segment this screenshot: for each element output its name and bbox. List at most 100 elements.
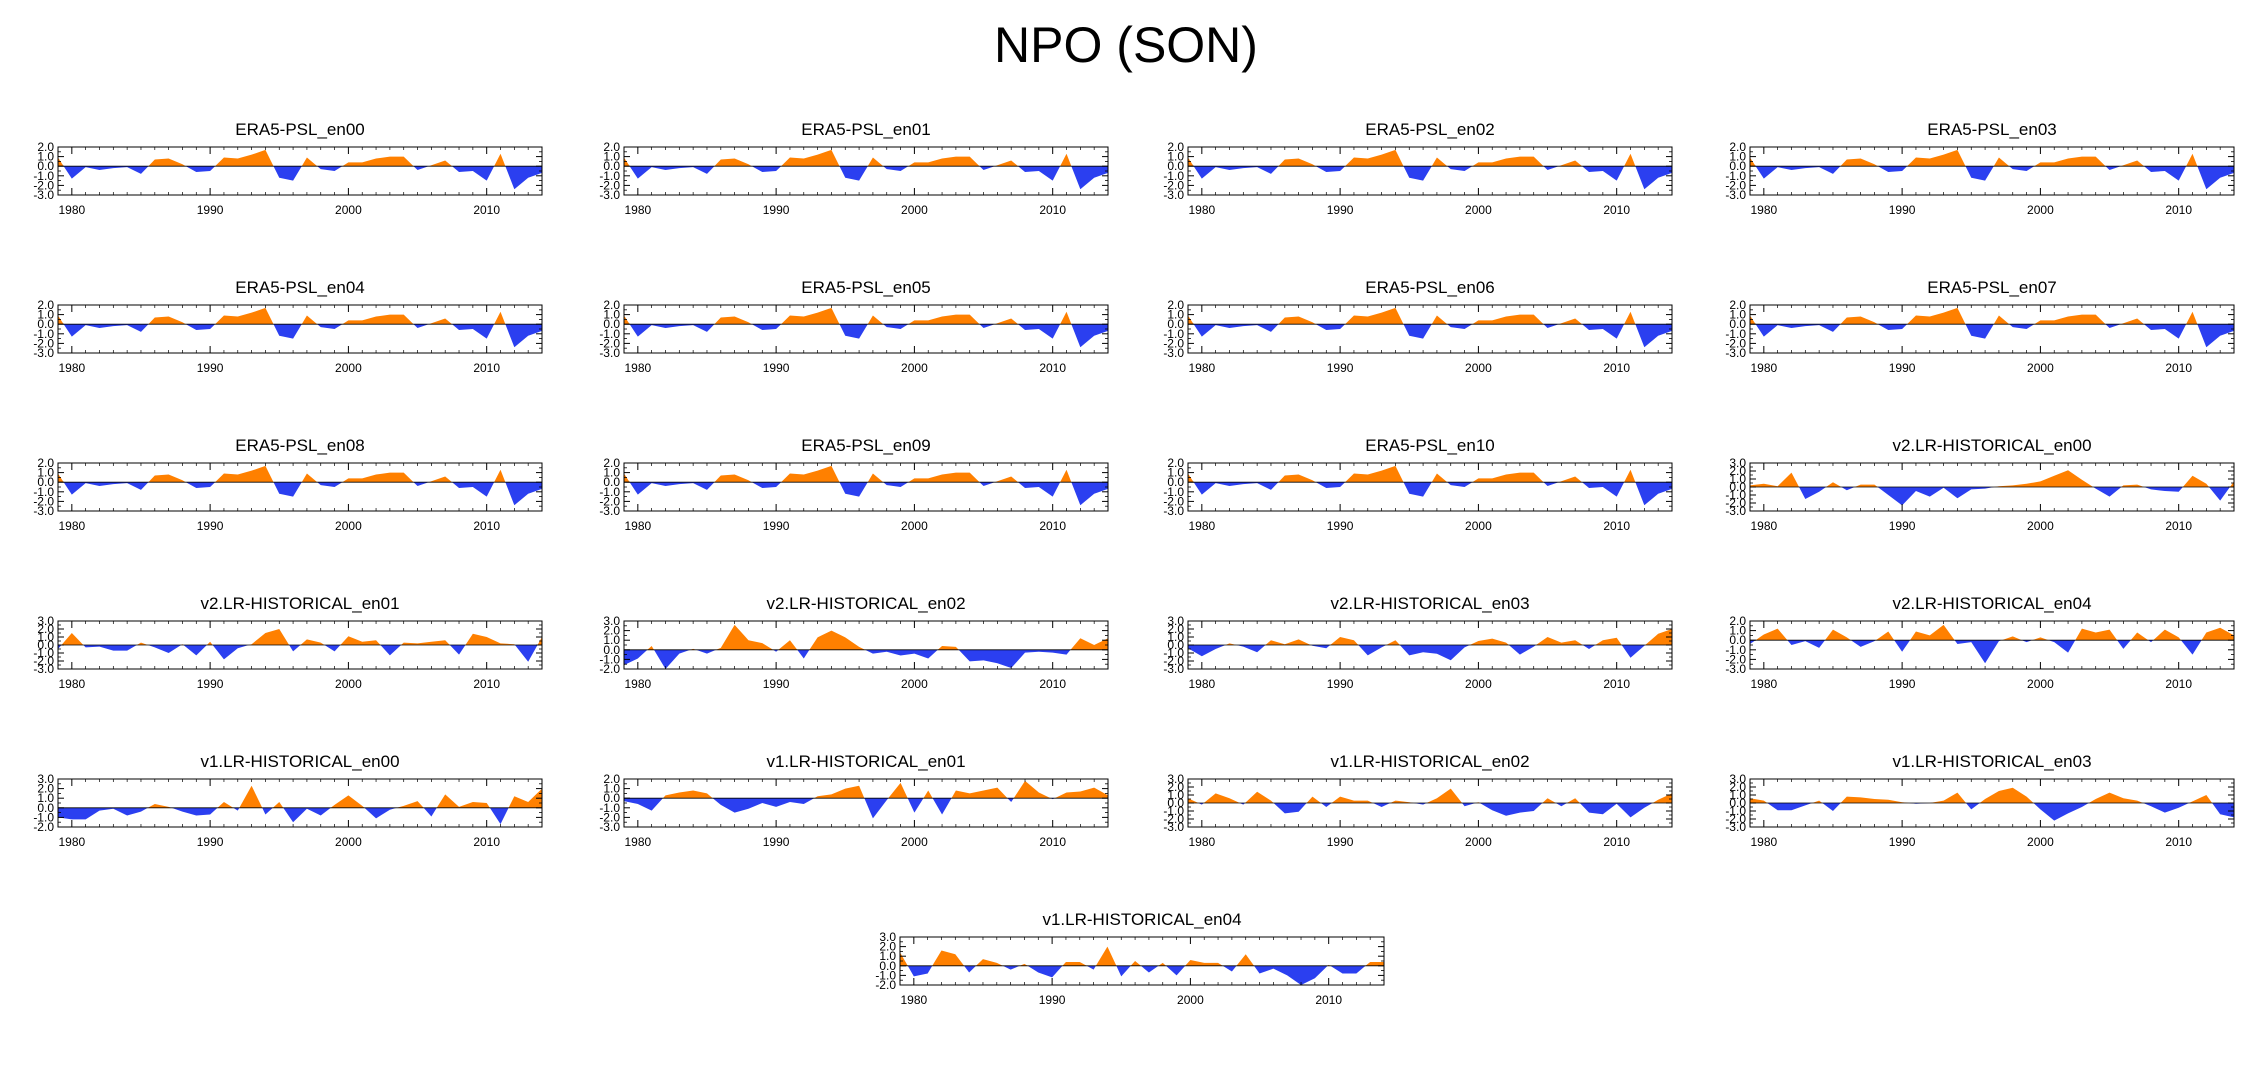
y-tick-label: 1.0 <box>1729 150 1746 164</box>
y-tick-label: 0.0 <box>1167 317 1184 331</box>
x-tick-label: 1990 <box>197 835 224 849</box>
panel-title: v2.LR-HISTORICAL_en03 <box>1330 594 1529 613</box>
x-tick-label: 2000 <box>1465 203 1492 217</box>
panel-title: ERA5-PSL_en04 <box>235 278 364 297</box>
y-tick-label: 0.0 <box>37 801 54 815</box>
positive-area <box>1188 307 1672 325</box>
negative-area <box>1188 324 1672 348</box>
x-tick-label: 1990 <box>763 361 790 375</box>
x-tick-label: 2010 <box>1039 361 1066 375</box>
panel-title: v1.LR-HISTORICAL_en01 <box>766 752 965 771</box>
panel-v1.LR-HISTORICAL_en04: v1.LR-HISTORICAL_en04 3.02.01.00.0-1.0-2.… <box>875 910 1385 1007</box>
y-tick-label: 3.0 <box>37 772 54 786</box>
y-tick-label: 0.0 <box>1167 159 1184 173</box>
x-tick-label: 1990 <box>763 519 790 533</box>
y-tick-label: -1.0 <box>599 169 620 183</box>
x-tick-label: 1990 <box>1327 203 1354 217</box>
y-tick-label: -2.0 <box>33 178 54 192</box>
x-tick-label: 2010 <box>1039 519 1066 533</box>
y-tick-label: 2.0 <box>1729 614 1746 628</box>
y-tick-label: -2.0 <box>1163 812 1184 826</box>
y-tick-label: 2.0 <box>603 140 620 154</box>
panel-v1.LR-HISTORICAL_en02: v1.LR-HISTORICAL_en02 3.02.01.00.0-1.0-2.… <box>1163 752 1673 849</box>
x-tick-label: 2010 <box>1603 519 1630 533</box>
panel-title: ERA5-PSL_en07 <box>1927 278 2056 297</box>
y-tick-label: 2.0 <box>1167 456 1184 470</box>
negative-area <box>624 324 1108 348</box>
y-tick-label: 2.0 <box>37 782 54 796</box>
y-tick-label: 2.0 <box>603 298 620 312</box>
panel-ERA5-PSL_en06: ERA5-PSL_en06 2.01.00.0-1.0-2.0-3.0 1980 19… <box>1163 278 1673 375</box>
x-tick-label: 1990 <box>763 203 790 217</box>
y-tick-label: -3.0 <box>599 820 620 834</box>
panel-title: ERA5-PSL_en02 <box>1365 120 1494 139</box>
x-tick-label: 1980 <box>624 519 651 533</box>
x-tick-label: 1980 <box>1188 677 1215 691</box>
y-tick-label: 0.0 <box>1729 480 1746 494</box>
y-tick-label: -1.0 <box>1725 488 1746 502</box>
y-tick-label: 0.0 <box>37 317 54 331</box>
x-tick-label: 1980 <box>58 835 85 849</box>
y-tick-label: 2.0 <box>603 456 620 470</box>
y-tick-label: -2.0 <box>1163 178 1184 192</box>
x-tick-label: 2000 <box>335 361 362 375</box>
y-tick-label: 0.0 <box>603 643 620 657</box>
y-tick-label: -3.0 <box>1163 346 1184 360</box>
y-tick-label: 0.0 <box>603 791 620 805</box>
x-tick-label: 1980 <box>1750 835 1777 849</box>
negative-area <box>1750 324 2234 348</box>
y-tick-label: 3.0 <box>37 614 54 628</box>
positive-area <box>624 624 1108 650</box>
y-tick-label: 1.0 <box>1167 788 1184 802</box>
panel-title: ERA5-PSL_en10 <box>1365 436 1494 455</box>
panel-ERA5-PSL_en03: ERA5-PSL_en03 2.01.00.0-1.0-2.0-3.0 1980 19… <box>1725 120 2235 217</box>
y-tick-label: -3.0 <box>33 188 54 202</box>
y-tick-label: 0.0 <box>37 638 54 652</box>
x-tick-label: 1980 <box>1188 519 1215 533</box>
y-tick-label: 0.0 <box>1729 796 1746 810</box>
y-tick-label: 2.0 <box>1729 298 1746 312</box>
panel-ERA5-PSL_en08: ERA5-PSL_en08 2.01.00.0-1.0-2.0-3.0 1980 19… <box>33 436 543 533</box>
positive-area <box>58 629 542 645</box>
y-tick-label: -2.0 <box>1725 336 1746 350</box>
y-tick-label: 0.0 <box>1167 638 1184 652</box>
y-tick-label: 1.0 <box>37 150 54 164</box>
y-tick-label: 0.0 <box>603 317 620 331</box>
y-tick-label: 0.0 <box>37 475 54 489</box>
y-tick-label: -2.0 <box>875 978 896 992</box>
x-tick-label: 2000 <box>1465 361 1492 375</box>
panel-title: v1.LR-HISTORICAL_en00 <box>200 752 399 771</box>
x-tick-label: 2000 <box>335 203 362 217</box>
y-tick-label: -3.0 <box>599 188 620 202</box>
y-tick-label: -1.0 <box>33 169 54 183</box>
y-tick-label: -1.0 <box>599 801 620 815</box>
x-tick-label: 1990 <box>197 203 224 217</box>
y-tick-label: -1.0 <box>1725 327 1746 341</box>
x-tick-label: 2000 <box>901 361 928 375</box>
y-tick-label: 2.0 <box>1167 298 1184 312</box>
positive-area <box>900 946 1384 966</box>
y-tick-label: 2.0 <box>1167 780 1184 794</box>
y-tick-label: 2.0 <box>37 456 54 470</box>
x-tick-label: 2000 <box>335 519 362 533</box>
y-tick-label: -2.0 <box>1163 336 1184 350</box>
y-tick-label: -3.0 <box>1725 504 1746 518</box>
y-tick-label: -2.0 <box>599 810 620 824</box>
y-tick-label: 1.0 <box>37 630 54 644</box>
x-tick-label: 2010 <box>1603 203 1630 217</box>
y-tick-label: -2.0 <box>1725 178 1746 192</box>
panel-title: v1.LR-HISTORICAL_en02 <box>1330 752 1529 771</box>
positive-area <box>58 785 542 808</box>
positive-area <box>58 149 542 167</box>
y-tick-label: -3.0 <box>33 346 54 360</box>
y-tick-label: -3.0 <box>599 346 620 360</box>
negative-area <box>1750 166 2234 190</box>
negative-area <box>58 324 542 348</box>
x-tick-label: 1990 <box>1889 519 1916 533</box>
x-tick-label: 2000 <box>2027 677 2054 691</box>
x-tick-label: 1990 <box>197 519 224 533</box>
x-tick-label: 1980 <box>624 677 651 691</box>
y-tick-label: 3.0 <box>1729 456 1746 470</box>
y-tick-label: -1.0 <box>1725 169 1746 183</box>
